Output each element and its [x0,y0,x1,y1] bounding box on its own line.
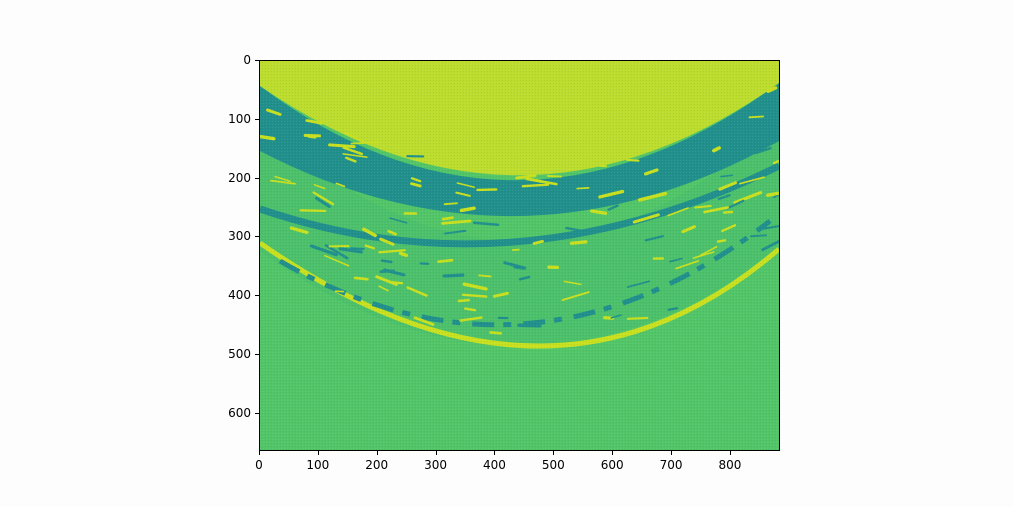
x-tick-mark [259,451,260,455]
x-tick-label: 400 [483,458,506,472]
x-tick-label: 100 [306,458,330,472]
segmentation-image [260,61,779,450]
x-tick-mark [376,451,378,455]
y-tick-label: 400 [228,288,251,303]
x-tick-label: 500 [541,458,565,472]
x-tick-mark [317,451,319,455]
y-tick-mark [255,236,259,238]
image-axes [259,60,780,451]
y-tick-label: 600 [228,405,251,420]
y-tick-mark [255,295,259,297]
y-tick-label: 200 [228,170,251,185]
y-tick-mark [255,412,259,414]
y-tick-label: 500 [228,346,251,361]
y-tick-mark [255,353,259,355]
x-tick-label: 300 [424,458,448,472]
x-tick-label: 700 [659,458,683,472]
y-tick-mark [255,118,259,120]
x-tick-label: 200 [365,458,389,472]
x-tick-mark [435,451,437,455]
x-tick-label: 600 [600,458,624,472]
x-tick-mark [494,451,496,455]
y-tick-mark [255,177,259,179]
x-tick-label: 0 [255,458,263,472]
noise-overlay [260,61,779,450]
y-tick-label: 300 [228,229,251,244]
y-tick-label: 0 [243,53,251,67]
y-tick-mark [255,60,259,61]
y-tick-label: 100 [228,111,251,126]
x-tick-mark [671,451,673,455]
x-tick-mark [612,451,614,455]
x-tick-mark [553,451,555,455]
x-tick-mark [729,451,731,455]
x-tick-label: 800 [718,458,742,472]
